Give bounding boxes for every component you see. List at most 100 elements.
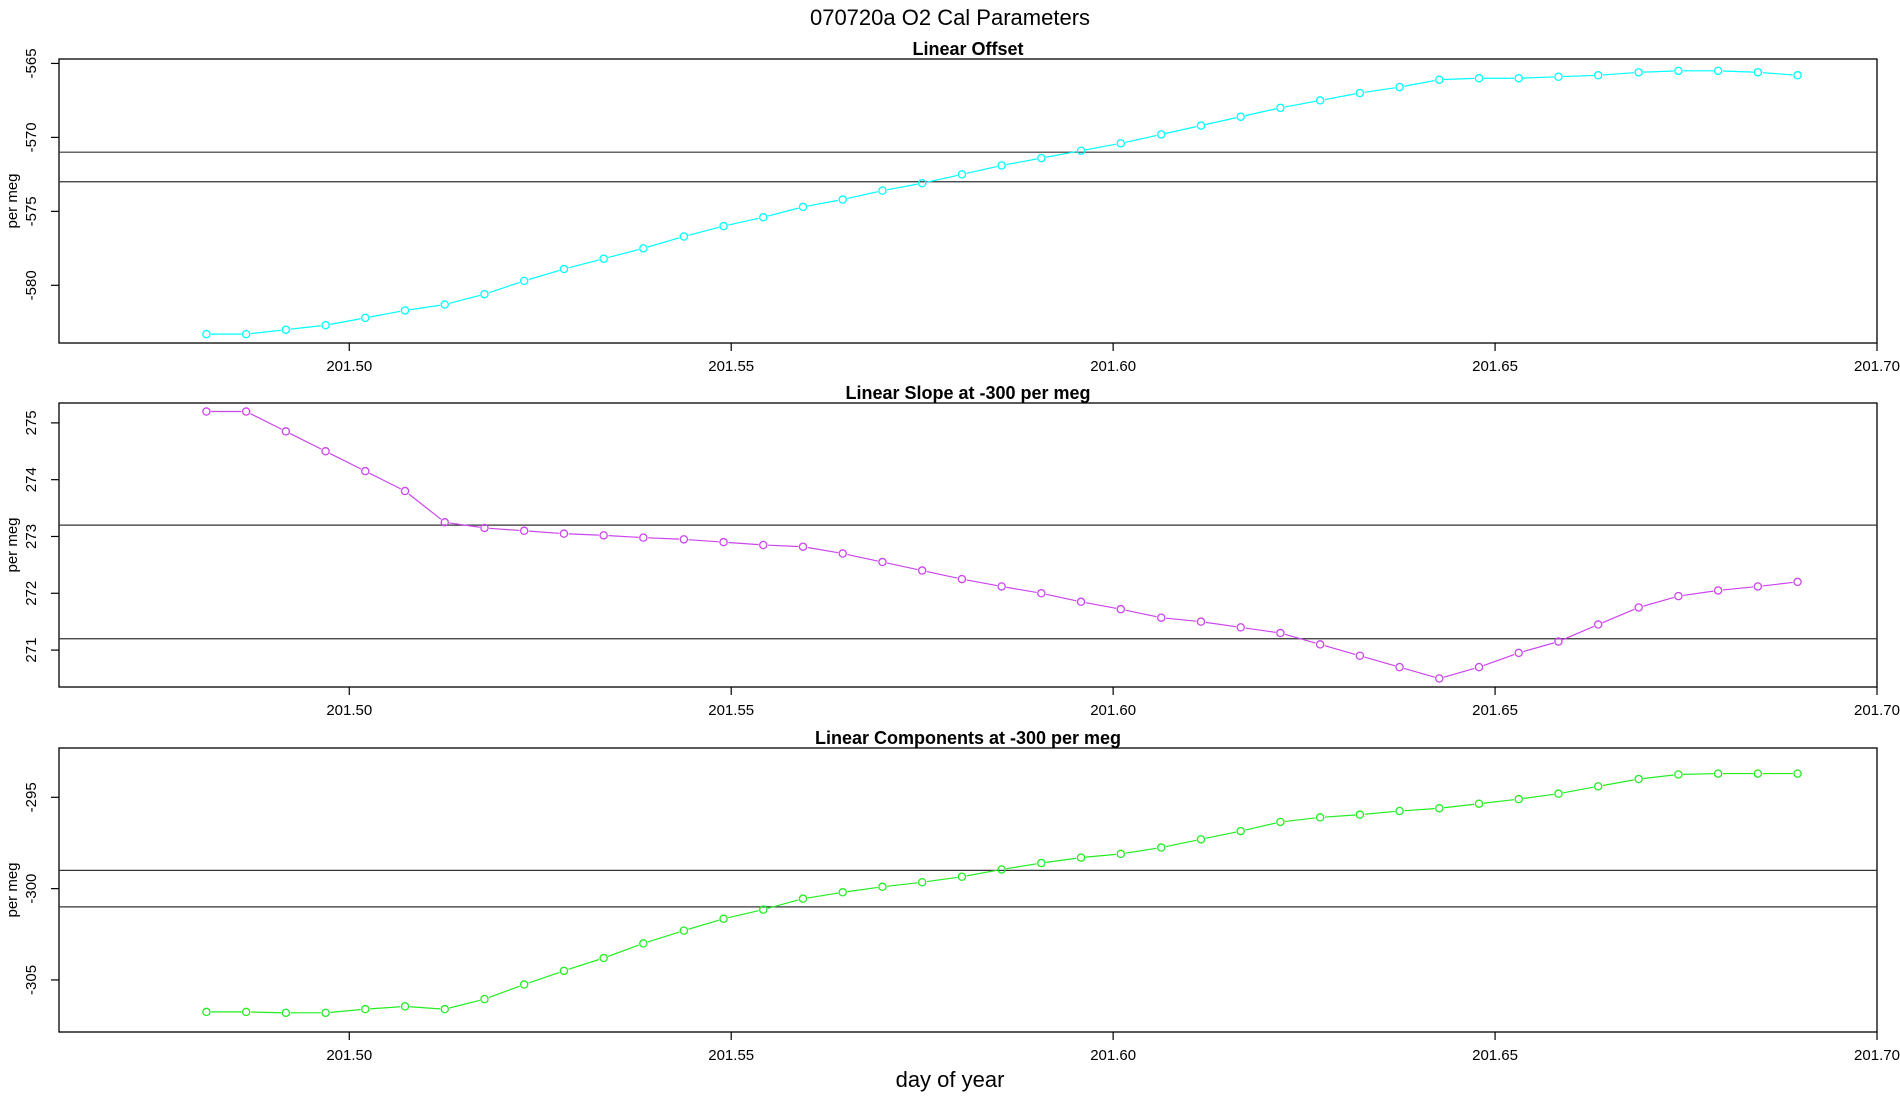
plot-frame [58, 747, 1878, 1033]
series-segment [887, 183, 918, 191]
series-segment [1285, 817, 1316, 823]
data-point [1196, 835, 1206, 844]
data-point [281, 1008, 291, 1018]
data-point [1435, 674, 1444, 683]
data-point [1753, 582, 1763, 591]
panel-title: Linear Slope at -300 per meg [845, 383, 1090, 403]
series-segment [1523, 76, 1554, 79]
series-segment [488, 985, 520, 999]
panel-2: Linear Slope at -300 per meg 201.50 201.55… [4, 383, 1900, 719]
series-segment [1683, 773, 1714, 775]
data-point [480, 994, 489, 1004]
data-point [1276, 817, 1285, 827]
series-segment [926, 876, 958, 883]
data-point [1713, 769, 1723, 778]
data-point [878, 186, 887, 195]
data-point [1634, 68, 1643, 77]
data-point [1634, 774, 1643, 784]
data-point [1037, 858, 1046, 868]
series-segment [647, 237, 680, 248]
series-segment [449, 294, 480, 304]
series-segment [329, 452, 362, 470]
data-point [1713, 586, 1723, 595]
data-point [321, 447, 330, 456]
data-point [1474, 73, 1484, 83]
data-point [1514, 794, 1523, 804]
x-tick-label: 201.55 [708, 358, 754, 375]
data-point [1355, 88, 1365, 98]
data-point [917, 566, 927, 575]
series-segment [369, 310, 401, 318]
series-segment [1045, 150, 1077, 158]
data-point [599, 953, 608, 963]
x-tick-label: 201.70 [1854, 702, 1900, 719]
series-segment [1245, 822, 1276, 831]
series-segment [250, 1011, 282, 1014]
y-tick-label: -305 [23, 965, 40, 995]
y-tick-label: -300 [23, 874, 40, 904]
data-point [1355, 810, 1365, 819]
series-segment [1722, 70, 1754, 73]
data-point [281, 427, 291, 436]
y-tick-label: -570 [23, 122, 40, 152]
series-segment [1643, 774, 1674, 780]
x-tick-label: 201.55 [708, 1047, 754, 1064]
data-point [440, 1004, 450, 1014]
series-segment [807, 199, 839, 207]
x-tick-label: 201.65 [1472, 358, 1518, 375]
series-segment [1165, 126, 1197, 134]
data-point [1076, 853, 1086, 862]
series-segment [1006, 158, 1037, 166]
data-point [878, 557, 887, 567]
data-point [1236, 826, 1245, 836]
series-segment [1643, 596, 1674, 607]
data-point [1236, 112, 1245, 121]
series-segment [1404, 808, 1435, 812]
data-point [1554, 637, 1563, 646]
panel-title: Linear Components at -300 per meg [815, 728, 1121, 748]
data-point [1157, 843, 1166, 852]
data-point [440, 300, 450, 309]
panel-title: Linear Offset [912, 39, 1023, 59]
data-point [361, 466, 370, 476]
data-point [599, 254, 608, 263]
data-point [1593, 620, 1603, 629]
data-point [519, 276, 529, 286]
y-tick-label: -580 [23, 270, 40, 300]
data-point [440, 518, 450, 527]
series-segment [887, 562, 918, 571]
data-point [719, 537, 728, 547]
x-tick-label: 201.50 [326, 358, 372, 375]
series-segment [1404, 667, 1435, 678]
data-point [400, 306, 410, 315]
data-point [1116, 139, 1126, 148]
data-point [917, 178, 927, 188]
data-point [1157, 613, 1166, 622]
data-point [1793, 577, 1802, 587]
x-tick-label: 201.60 [1090, 1047, 1136, 1064]
y-tick-label: 273 [23, 524, 40, 549]
series-segment [607, 944, 640, 957]
series-segment [1324, 814, 1356, 818]
data-point [679, 535, 689, 544]
data-point [559, 966, 569, 976]
series-segment [528, 269, 560, 281]
data-point [997, 865, 1006, 874]
series-segment [1483, 653, 1515, 667]
series-segment [807, 546, 839, 554]
series-segment [1523, 793, 1554, 800]
x-tick-label: 201.55 [708, 702, 754, 719]
data-point [559, 529, 569, 538]
series-segment [1006, 863, 1037, 870]
series-segment [1364, 810, 1395, 815]
data-point [1276, 103, 1285, 113]
y-tick-label: 275 [23, 410, 40, 435]
data-point [202, 329, 211, 339]
series-segment [1245, 108, 1276, 117]
series-segment [1006, 586, 1037, 594]
data-point [639, 244, 648, 253]
series-segment [289, 433, 322, 450]
x-tick-label: 201.65 [1472, 1047, 1518, 1064]
series-segment [1762, 581, 1793, 587]
series-segment [1364, 656, 1396, 667]
